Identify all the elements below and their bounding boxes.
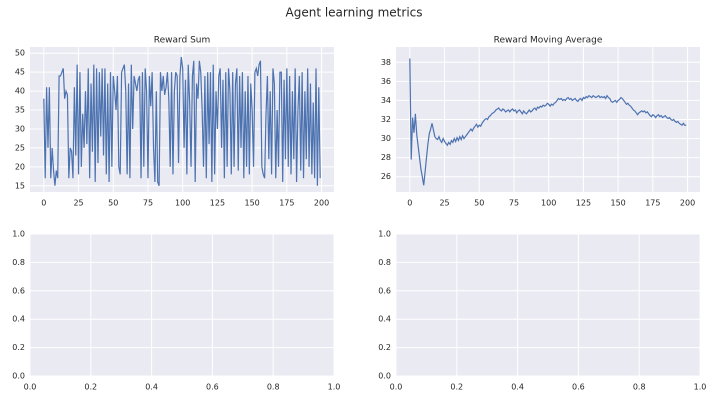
x-tick-label: 200 [314, 199, 329, 208]
y-tick-label: 28 [381, 153, 391, 162]
x-tick-label: 125 [210, 199, 225, 208]
plot-area [396, 234, 700, 376]
figure-title: Agent learning metrics [286, 6, 423, 20]
x-tick-label: 0.2 [450, 383, 463, 392]
y-tick-label: 20 [15, 162, 25, 171]
y-tick-label: 25 [15, 143, 25, 152]
y-tick-label: 0.6 [378, 286, 391, 295]
y-tick-label: 0.4 [12, 315, 25, 324]
y-tick-label: 50 [15, 49, 25, 58]
axes-title: Reward Moving Average [494, 36, 603, 46]
x-tick-label: 0.6 [206, 383, 219, 392]
x-tick-label: 0.4 [145, 383, 158, 392]
x-tick-label: 0.0 [390, 383, 403, 392]
x-tick-label: 100 [541, 199, 556, 208]
x-tick-label: 0 [41, 199, 46, 208]
x-tick-label: 0.6 [572, 383, 585, 392]
y-tick-label: 36 [381, 77, 391, 86]
y-tick-label: 0.2 [12, 343, 25, 352]
x-tick-label: 50 [474, 199, 484, 208]
y-tick-label: 0.0 [378, 372, 391, 381]
x-tick-label: 75 [143, 199, 153, 208]
x-tick-label: 200 [680, 199, 695, 208]
x-tick-label: 1.0 [694, 383, 707, 392]
y-tick-label: 0.6 [12, 286, 25, 295]
x-tick-label: 0 [407, 199, 412, 208]
y-tick-label: 0.0 [12, 372, 25, 381]
y-tick-label: 0.2 [378, 343, 391, 352]
y-tick-label: 30 [15, 124, 25, 133]
x-tick-label: 0.2 [84, 383, 97, 392]
x-tick-label: 25 [73, 199, 83, 208]
x-tick-label: 150 [610, 199, 625, 208]
y-tick-label: 0.8 [12, 258, 25, 267]
y-tick-label: 34 [381, 96, 391, 105]
plot-area [30, 234, 334, 376]
y-tick-label: 26 [381, 172, 391, 181]
x-tick-label: 125 [576, 199, 591, 208]
y-tick-label: 40 [15, 87, 25, 96]
line [409, 58, 687, 186]
axes-title: Reward Sum [154, 36, 211, 46]
x-tick-label: 0.4 [511, 383, 524, 392]
x-tick-label: 50 [108, 199, 118, 208]
line [43, 56, 321, 186]
y-tick-label: 38 [381, 58, 391, 67]
x-tick-label: 0.0 [24, 383, 37, 392]
x-tick-label: 0.8 [267, 383, 280, 392]
x-tick-label: 100 [175, 199, 190, 208]
y-tick-label: 0.8 [378, 258, 391, 267]
x-tick-label: 0.8 [633, 383, 646, 392]
y-tick-label: 45 [15, 68, 25, 77]
x-tick-label: 150 [244, 199, 259, 208]
x-tick-label: 25 [439, 199, 449, 208]
x-tick-label: 1.0 [328, 383, 341, 392]
x-tick-label: 175 [279, 199, 294, 208]
y-tick-label: 32 [381, 115, 391, 124]
y-tick-label: 1.0 [12, 230, 25, 239]
x-tick-label: 175 [645, 199, 660, 208]
x-tick-label: 75 [509, 199, 519, 208]
y-tick-label: 1.0 [378, 230, 391, 239]
y-tick-label: 0.4 [378, 315, 391, 324]
y-tick-label: 35 [15, 106, 25, 115]
y-tick-label: 30 [381, 134, 391, 143]
y-tick-label: 15 [15, 181, 25, 190]
